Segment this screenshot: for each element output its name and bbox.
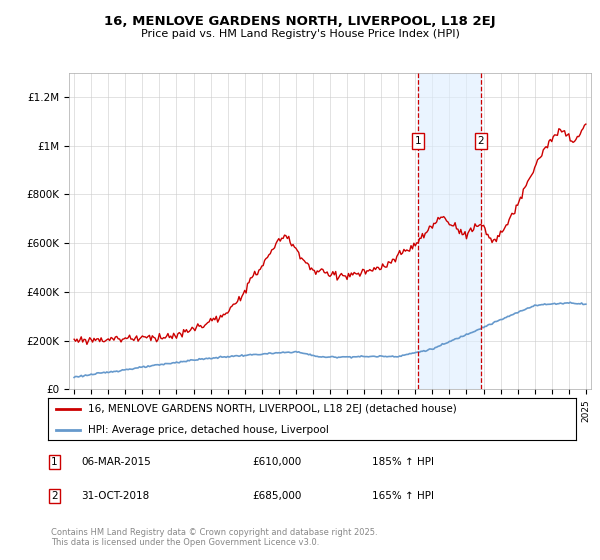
Text: 31-OCT-2018: 31-OCT-2018	[81, 491, 149, 501]
Text: 06-MAR-2015: 06-MAR-2015	[81, 457, 151, 467]
Text: Price paid vs. HM Land Registry's House Price Index (HPI): Price paid vs. HM Land Registry's House …	[140, 29, 460, 39]
Text: 1: 1	[51, 457, 58, 467]
Text: Contains HM Land Registry data © Crown copyright and database right 2025.
This d: Contains HM Land Registry data © Crown c…	[51, 528, 377, 547]
Text: 185% ↑ HPI: 185% ↑ HPI	[372, 457, 434, 467]
Bar	[418, 73, 481, 389]
Text: 2: 2	[478, 136, 484, 146]
Text: HPI: Average price, detached house, Liverpool: HPI: Average price, detached house, Live…	[88, 426, 328, 435]
Text: 16, MENLOVE GARDENS NORTH, LIVERPOOL, L18 2EJ (detached house): 16, MENLOVE GARDENS NORTH, LIVERPOOL, L1…	[88, 404, 457, 414]
Text: 1: 1	[415, 136, 422, 146]
Text: 165% ↑ HPI: 165% ↑ HPI	[372, 491, 434, 501]
Text: £685,000: £685,000	[252, 491, 301, 501]
Text: 2: 2	[51, 491, 58, 501]
Text: £610,000: £610,000	[252, 457, 301, 467]
Text: 16, MENLOVE GARDENS NORTH, LIVERPOOL, L18 2EJ: 16, MENLOVE GARDENS NORTH, LIVERPOOL, L1…	[104, 15, 496, 28]
